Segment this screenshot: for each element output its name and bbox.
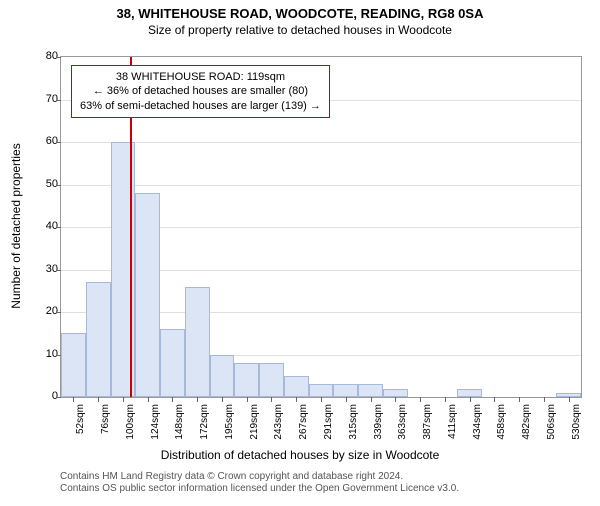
grid-line	[61, 142, 581, 143]
y-tick-label: 0	[33, 390, 58, 402]
x-tick-label: 530sqm	[571, 404, 582, 440]
x-tick-label: 506sqm	[546, 404, 557, 440]
x-tick-label: 124sqm	[150, 404, 161, 440]
histogram-bar	[86, 282, 111, 397]
x-tick-label: 434sqm	[472, 404, 483, 440]
x-tick-label: 172sqm	[199, 404, 210, 440]
x-tick-label: 219sqm	[249, 404, 260, 440]
x-tick-label: 291sqm	[323, 404, 334, 440]
x-tick-label: 100sqm	[125, 404, 136, 440]
info-box: 38 WHITEHOUSE ROAD: 119sqm← 36% of detac…	[71, 65, 330, 118]
info-box-line: 63% of semi-detached houses are larger (…	[80, 99, 321, 113]
y-tick-mark	[56, 185, 61, 186]
histogram-bar	[284, 376, 309, 397]
y-tick-label: 60	[33, 135, 58, 147]
histogram-bar	[185, 287, 210, 398]
x-tick-label: 315sqm	[348, 404, 359, 440]
y-tick-mark	[56, 100, 61, 101]
attribution-line2: Contains OS public sector information li…	[60, 483, 459, 495]
x-tick-label: 387sqm	[422, 404, 433, 440]
x-tick-label: 76sqm	[100, 404, 111, 434]
y-tick-mark	[56, 270, 61, 271]
x-axis-label: Distribution of detached houses by size …	[0, 448, 600, 462]
x-ticks: 52sqm 76sqm 100sqm 124sqm 148sqm 172sqm 195sqm…	[60, 396, 580, 456]
attribution-line1: Contains HM Land Registry data © Crown c…	[60, 471, 459, 483]
y-tick-mark	[56, 312, 61, 313]
histogram-bar	[234, 363, 259, 397]
x-tick-label: 411sqm	[447, 404, 458, 439]
y-ticks: 01020304050607080	[30, 56, 60, 396]
x-tick-label: 148sqm	[174, 404, 185, 440]
y-tick-label: 20	[33, 305, 58, 317]
main-title: 38, WHITEHOUSE ROAD, WOODCOTE, READING, …	[0, 6, 600, 21]
y-tick-mark	[56, 142, 61, 143]
histogram-bar	[135, 193, 160, 397]
x-tick-label: 339sqm	[373, 404, 384, 440]
y-tick-label: 70	[33, 93, 58, 105]
y-axis-label: Number of detached properties	[9, 143, 23, 308]
y-tick-label: 80	[33, 50, 58, 62]
attribution: Contains HM Land Registry data © Crown c…	[60, 471, 459, 495]
x-tick-label: 363sqm	[397, 404, 408, 440]
x-tick-label: 458sqm	[496, 404, 507, 440]
x-tick-label: 195sqm	[224, 404, 235, 440]
histogram-bar	[259, 363, 284, 397]
histogram-bar	[61, 333, 86, 397]
grid-line	[61, 185, 581, 186]
x-tick-label: 482sqm	[521, 404, 532, 440]
histogram-bar	[160, 329, 185, 397]
sub-title: Size of property relative to detached ho…	[0, 23, 600, 37]
y-tick-mark	[56, 57, 61, 58]
y-tick-label: 40	[33, 220, 58, 232]
chart-plot-area: 38 WHITEHOUSE ROAD: 119sqm← 36% of detac…	[60, 56, 582, 398]
y-tick-label: 50	[33, 178, 58, 190]
histogram-bar	[210, 355, 235, 398]
x-tick-label: 267sqm	[298, 404, 309, 440]
info-box-line: 38 WHITEHOUSE ROAD: 119sqm	[80, 70, 321, 84]
x-tick-label: 52sqm	[75, 404, 86, 434]
y-tick-label: 10	[33, 348, 58, 360]
y-tick-mark	[56, 227, 61, 228]
y-tick-label: 30	[33, 263, 58, 275]
info-box-line: ← 36% of detached houses are smaller (80…	[80, 84, 321, 98]
x-tick-label: 243sqm	[273, 404, 284, 440]
